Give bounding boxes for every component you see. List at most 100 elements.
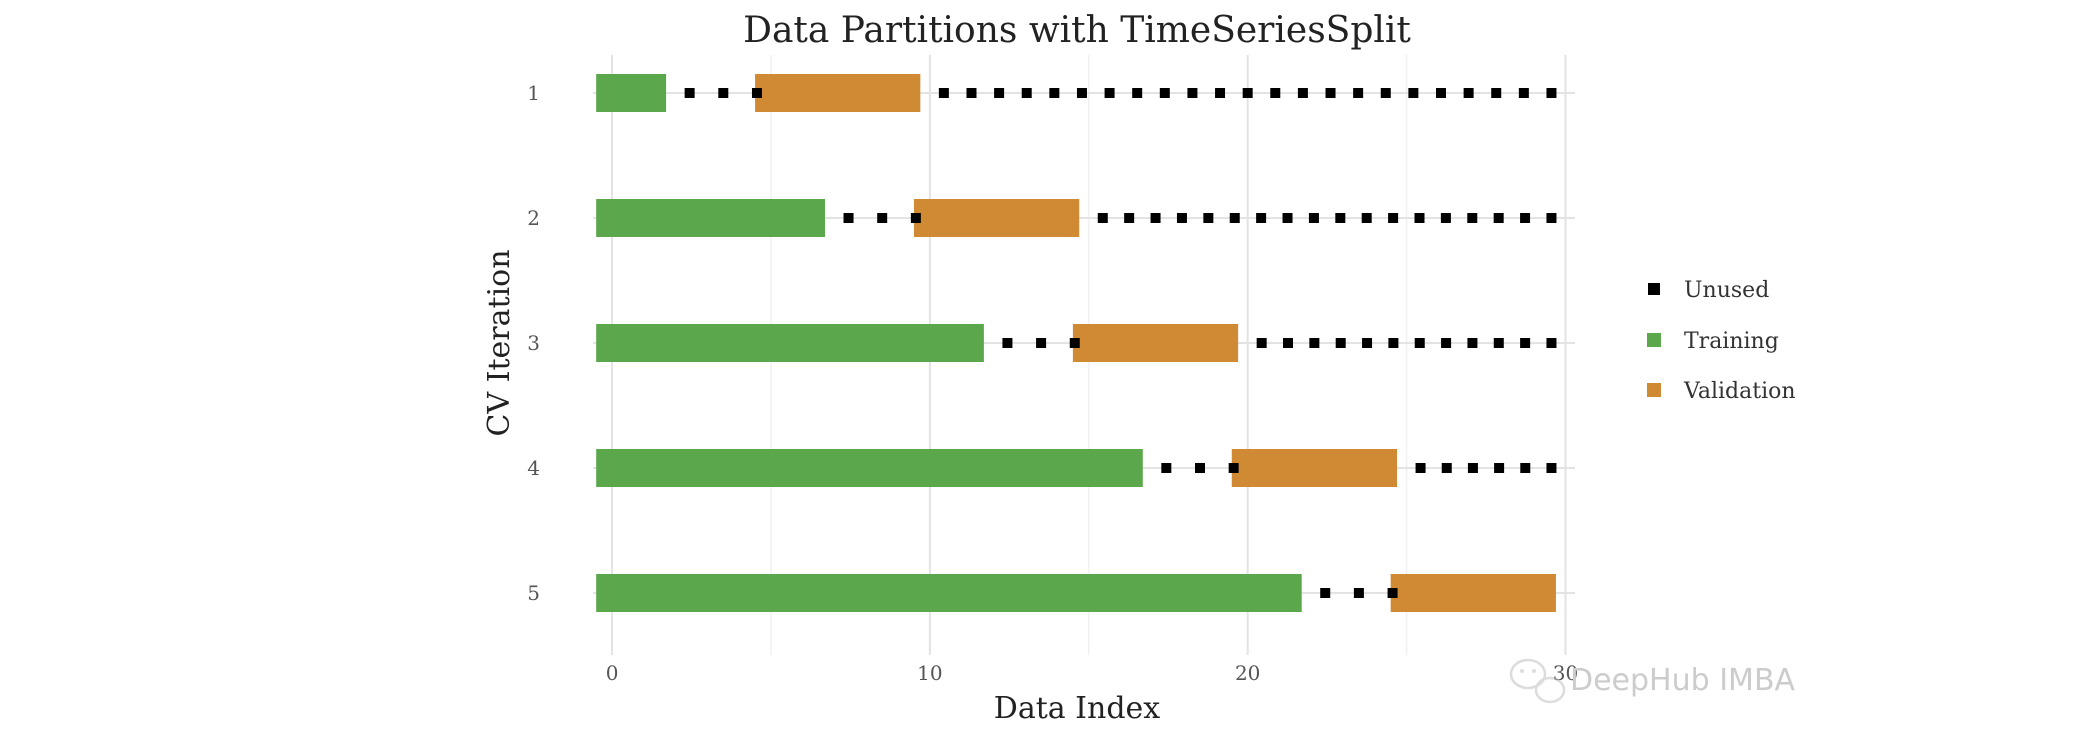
unused-dot [877, 213, 888, 223]
unused-dot [1021, 88, 1032, 98]
legend: Unused Training Validation [1647, 278, 1796, 404]
unused-dot [1491, 88, 1502, 98]
legend-swatch-training [1647, 333, 1661, 347]
x-tick-label-10: 10 [917, 661, 942, 685]
chart-title: Data Partitions with TimeSeriesSplit [743, 10, 1411, 51]
training-bar-5 [596, 574, 1302, 612]
partition-bars [596, 74, 1557, 612]
watermark: DeepHub IMBA [1509, 658, 1796, 704]
unused-dot [938, 88, 949, 98]
unused-segment-gap-1 [684, 88, 762, 98]
unused-dot [1362, 338, 1373, 348]
unused-dot [1176, 213, 1187, 223]
legend-label-training: Training [1684, 329, 1779, 354]
legend-swatch-validation [1647, 383, 1661, 397]
unused-dot [1494, 463, 1505, 473]
unused-segment-tail-1 [938, 88, 1557, 98]
unused-dot [1097, 213, 1108, 223]
validation-bar-4 [1231, 449, 1398, 487]
unused-dot [1380, 88, 1391, 98]
unused-dot [1215, 88, 1226, 98]
unused-dot [1194, 463, 1205, 473]
unused-dot [1387, 588, 1398, 598]
unused-dot [1546, 213, 1557, 223]
unused-dot [1002, 338, 1013, 348]
unused-dot [1325, 88, 1336, 98]
y-tick-labels: 1 2 3 4 5 [527, 81, 540, 605]
unused-dot [1518, 88, 1529, 98]
unused-dot [1242, 88, 1253, 98]
unused-dot [1361, 213, 1372, 223]
unused-dot [1520, 338, 1531, 348]
unused-dot [1229, 213, 1240, 223]
unused-dot [1187, 88, 1198, 98]
unused-dot [1520, 463, 1531, 473]
unused-dot [1463, 88, 1474, 98]
y-tick-label-3: 3 [527, 331, 540, 355]
unused-dot [1435, 88, 1446, 98]
unused-segment-gap-3 [1002, 338, 1080, 348]
x-tick-labels: 0 10 20 30 [606, 661, 1578, 685]
unused-segment-tail-2 [1097, 213, 1557, 223]
wechat-icon [1509, 658, 1566, 704]
unused-dot [1150, 213, 1161, 223]
training-bar-3 [596, 324, 984, 362]
x-tick-label-20: 20 [1235, 661, 1260, 685]
training-bar-4 [596, 449, 1143, 487]
unused-dot [1467, 463, 1478, 473]
unused-segment-gap-5 [1320, 588, 1398, 598]
validation-bar-3 [1072, 324, 1239, 362]
unused-dot [1283, 338, 1294, 348]
validation-bar-2 [913, 199, 1080, 237]
unused-dot [1069, 338, 1080, 348]
unused-dot [1493, 213, 1504, 223]
y-axis-title: CV Iteration [482, 249, 517, 436]
x-tick-label-30: 30 [1553, 661, 1578, 685]
watermark-text: DeepHub IMBA [1570, 663, 1796, 698]
unused-dot [966, 88, 977, 98]
unused-dot [1335, 213, 1346, 223]
unused-dot [1467, 213, 1478, 223]
unused-dot [1546, 463, 1557, 473]
training-bar-2 [596, 199, 825, 237]
unused-dot [1520, 213, 1531, 223]
unused-dot [1228, 463, 1239, 473]
unused-segment-tail-4 [1415, 463, 1557, 473]
unused-dot [718, 88, 729, 98]
unused-dot [1546, 88, 1557, 98]
unused-dot [1256, 213, 1267, 223]
y-tick-label-5: 5 [527, 581, 540, 605]
y-tick-label-1: 1 [527, 81, 540, 105]
unused-dot [1467, 338, 1478, 348]
validation-bar-1 [755, 74, 921, 112]
legend-label-unused: Unused [1684, 278, 1769, 303]
unused-dot [1132, 88, 1143, 98]
unused-dot [1388, 338, 1399, 348]
unused-segment-gap-4 [1161, 463, 1239, 473]
unused-dot [1161, 463, 1172, 473]
unused-dot [1124, 213, 1135, 223]
unused-dot [910, 213, 921, 223]
unused-dot [1546, 338, 1557, 348]
unused-dot [1104, 88, 1115, 98]
unused-dot [1388, 213, 1399, 223]
unused-dot [1159, 88, 1170, 98]
legend-label-validation: Validation [1683, 379, 1796, 404]
unused-segment-tail-3 [1256, 338, 1557, 348]
unused-dot [1270, 88, 1281, 98]
unused-dot [1308, 213, 1319, 223]
x-axis-title: Data Index [994, 691, 1161, 726]
legend-swatch-unused [1648, 283, 1660, 295]
unused-dot [843, 213, 854, 223]
unused-dot [1414, 338, 1425, 348]
unused-dot [684, 88, 695, 98]
training-bar-1 [596, 74, 667, 112]
unused-dot [1282, 213, 1293, 223]
unused-dot [1440, 213, 1451, 223]
unused-dot [1414, 213, 1425, 223]
unused-dot [1309, 338, 1320, 348]
unused-segment-gap-2 [843, 213, 921, 223]
unused-dot [1049, 88, 1060, 98]
x-tick-label-0: 0 [606, 661, 619, 685]
